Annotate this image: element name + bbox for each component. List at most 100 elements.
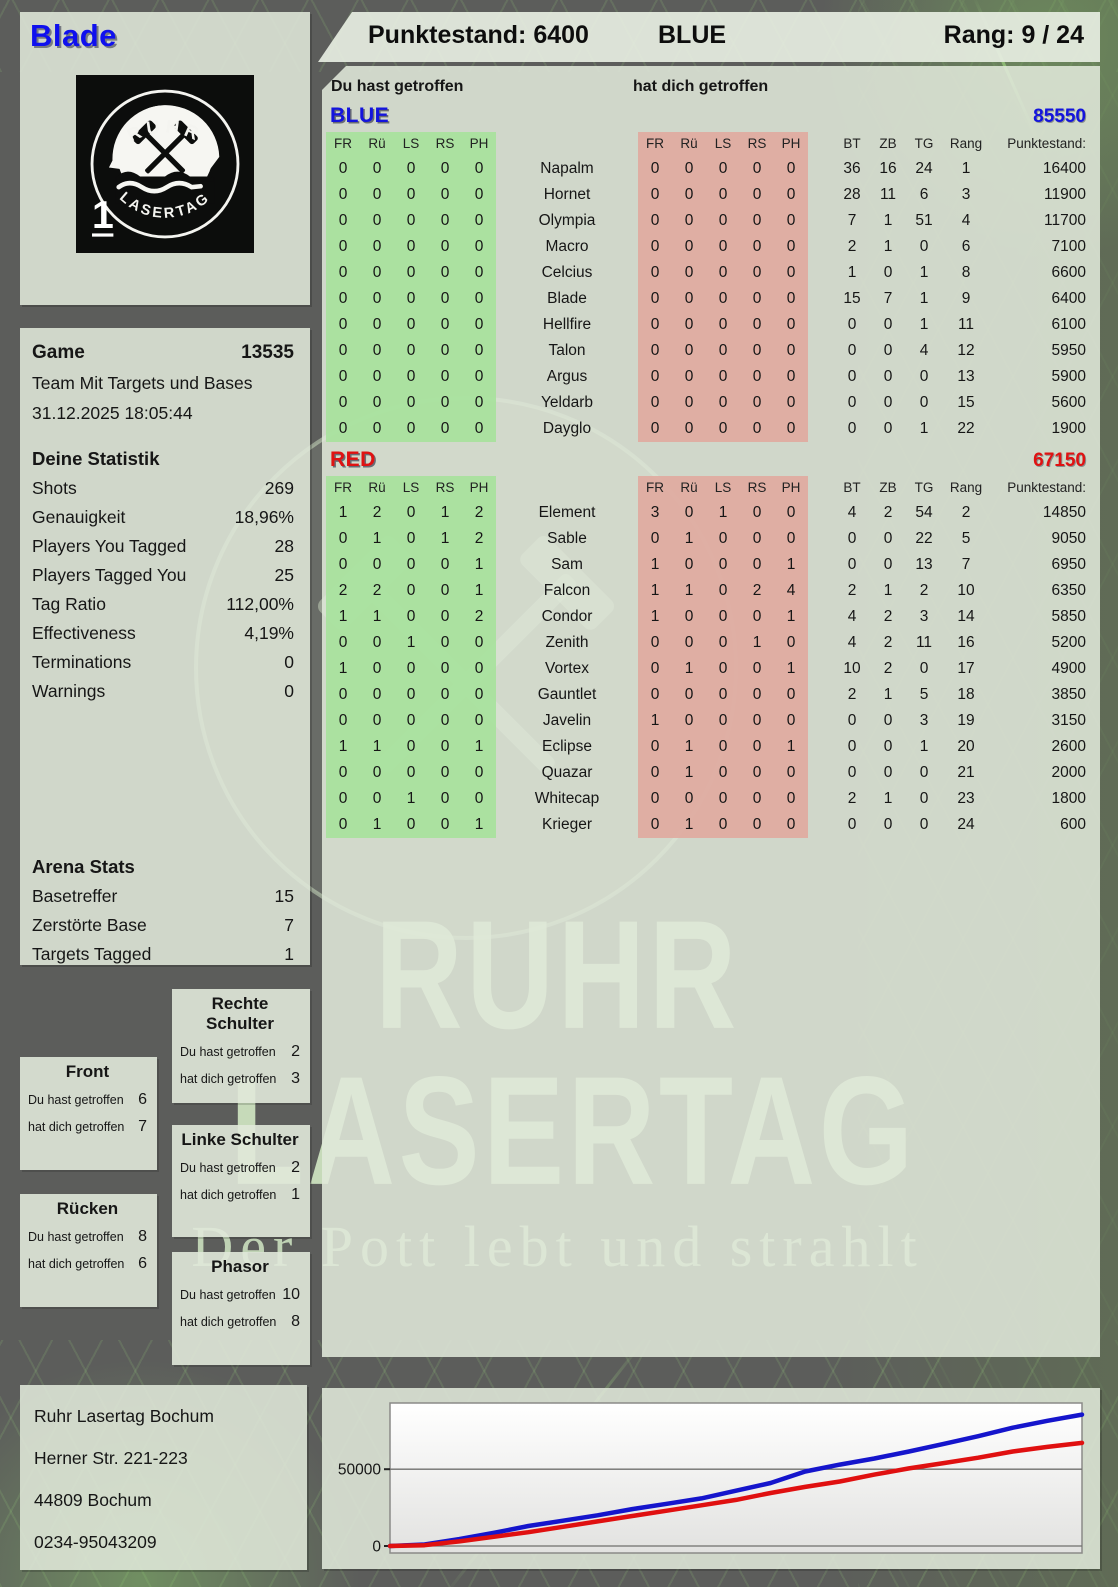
bodypart-them-value: 8 xyxy=(291,1313,300,1330)
cell-them-hit: 0 xyxy=(774,208,808,234)
cell-them-hit: 0 xyxy=(706,760,740,786)
stat-label: Tag Ratio xyxy=(32,594,106,614)
game-mode: Team Mit Targets und Bases xyxy=(32,373,253,393)
stat-value: 1 xyxy=(284,944,294,964)
col-header-hit-you: Rü xyxy=(360,476,394,500)
cell-you-hit: 1 xyxy=(360,734,394,760)
stat-value: 269 xyxy=(264,478,294,498)
cell-you-hit: 0 xyxy=(394,578,428,604)
cell-rang: 8 xyxy=(961,264,971,281)
cell-you-hit: 0 xyxy=(394,208,428,234)
cell-you-hit: 1 xyxy=(326,500,360,526)
team-header-row: RED 67150 xyxy=(326,448,1092,476)
cell-rang: 14 xyxy=(957,608,975,625)
cell-punktestand: 1900 xyxy=(1051,420,1086,437)
cell-rang: 20 xyxy=(957,738,975,755)
bodypart-you-value: 2 xyxy=(291,1043,300,1060)
cell-them-hit: 0 xyxy=(638,416,672,442)
cell-you-hit: 0 xyxy=(428,630,462,656)
cell-tg: 1 xyxy=(919,738,929,755)
bodypart-them-row: hat dich getroffen 7 xyxy=(28,1118,147,1136)
cell-bt: 0 xyxy=(847,420,857,437)
cell-tg: 0 xyxy=(919,394,929,411)
cell-you-hit: 0 xyxy=(394,312,428,338)
cell-you-hit: 0 xyxy=(360,182,394,208)
cell-them-hit: 0 xyxy=(740,500,774,526)
cell-them-hit: 0 xyxy=(638,260,672,286)
cell-you-hit: 0 xyxy=(326,708,360,734)
col-spacer xyxy=(808,552,834,578)
col-header-hit-them: Rü xyxy=(672,476,706,500)
col-spacer xyxy=(808,526,834,552)
stat-row: Warnings 0 xyxy=(32,677,294,706)
bodypart-you-label: Du hast getroffen xyxy=(28,1093,124,1107)
rang-label: Rang: xyxy=(943,21,1015,49)
col-spacer xyxy=(808,476,834,500)
cell-zb: 0 xyxy=(883,816,893,833)
player-name-cell: Whitecap xyxy=(534,790,600,807)
team-name: BLUE xyxy=(330,104,390,127)
cell-them-hit: 0 xyxy=(774,630,808,656)
cell-zb: 0 xyxy=(883,738,893,755)
cell-them-hit: 0 xyxy=(672,312,706,338)
cell-you-hit: 0 xyxy=(360,656,394,682)
cell-punktestand: 2600 xyxy=(1051,738,1086,755)
cell-zb: 0 xyxy=(883,316,893,333)
cell-them-hit: 0 xyxy=(672,390,706,416)
col-spacer xyxy=(808,734,834,760)
player-name-cell: Vortex xyxy=(545,660,589,677)
cell-you-hit: 1 xyxy=(462,578,496,604)
cell-you-hit: 0 xyxy=(462,682,496,708)
cell-them-hit: 0 xyxy=(740,526,774,552)
cell-them-hit: 0 xyxy=(638,760,672,786)
arena-stat-row: Basetreffer 15 xyxy=(32,882,294,911)
cell-you-hit: 0 xyxy=(462,416,496,442)
player-name-cell: Quazar xyxy=(541,764,593,781)
cell-them-hit: 0 xyxy=(740,708,774,734)
cell-tg: 22 xyxy=(915,530,933,547)
player-name-cell: Hornet xyxy=(543,186,591,203)
cell-rang: 13 xyxy=(957,368,975,385)
cell-you-hit: 1 xyxy=(462,812,496,838)
col-spacer xyxy=(808,760,834,786)
cell-punktestand: 5900 xyxy=(1051,368,1086,385)
cell-them-hit: 3 xyxy=(638,500,672,526)
team-score-table: FR Rü LS RS PH FR Rü LS RS PH BT ZB TG Rang Punktestan… xyxy=(326,476,1092,838)
cell-bt: 36 xyxy=(843,160,861,177)
cell-you-hit: 0 xyxy=(428,656,462,682)
stat-row: Effectiveness 4,19% xyxy=(32,619,294,648)
cell-you-hit: 0 xyxy=(326,182,360,208)
cell-you-hit: 0 xyxy=(394,734,428,760)
cell-you-hit: 0 xyxy=(360,786,394,812)
cell-you-hit: 0 xyxy=(360,312,394,338)
cell-bt: 2 xyxy=(847,238,857,255)
cell-zb: 0 xyxy=(883,764,893,781)
cell-them-hit: 0 xyxy=(706,656,740,682)
bodypart-box-rücken: Rücken Du hast getroffen 8 hat dich getroff… xyxy=(20,1194,157,1307)
cell-them-hit: 0 xyxy=(774,526,808,552)
col-header-bt: BT xyxy=(843,136,861,151)
you-hit-header: Du hast getroffen xyxy=(331,78,464,95)
stat-label: Players Tagged You xyxy=(32,565,187,585)
stat-value: 7 xyxy=(284,915,294,935)
cell-them-hit: 0 xyxy=(740,682,774,708)
cell-zb: 1 xyxy=(883,212,893,229)
col-spacer xyxy=(808,786,834,812)
cell-you-hit: 0 xyxy=(428,312,462,338)
player-name: Blade xyxy=(30,18,117,53)
cell-you-hit: 0 xyxy=(326,364,360,390)
cell-zb: 7 xyxy=(883,290,893,307)
cell-tg: 0 xyxy=(919,368,929,385)
stat-row: Players Tagged You 25 xyxy=(32,561,294,590)
cell-you-hit: 0 xyxy=(360,552,394,578)
cell-them-hit: 0 xyxy=(774,682,808,708)
cell-zb: 2 xyxy=(883,660,893,677)
score-chart: 0 50000 xyxy=(338,1402,1085,1556)
player-name-cell: Dayglo xyxy=(542,420,592,437)
cell-punktestand: 11700 xyxy=(1044,212,1086,229)
top-score-bar: Punktestand: 6400 BLUE Rang: 9 / 24 xyxy=(318,12,1100,62)
cell-you-hit: 0 xyxy=(360,390,394,416)
bodypart-you-row: Du hast getroffen 2 xyxy=(180,1159,300,1177)
cell-zb: 0 xyxy=(883,342,893,359)
cell-them-hit: 0 xyxy=(672,552,706,578)
